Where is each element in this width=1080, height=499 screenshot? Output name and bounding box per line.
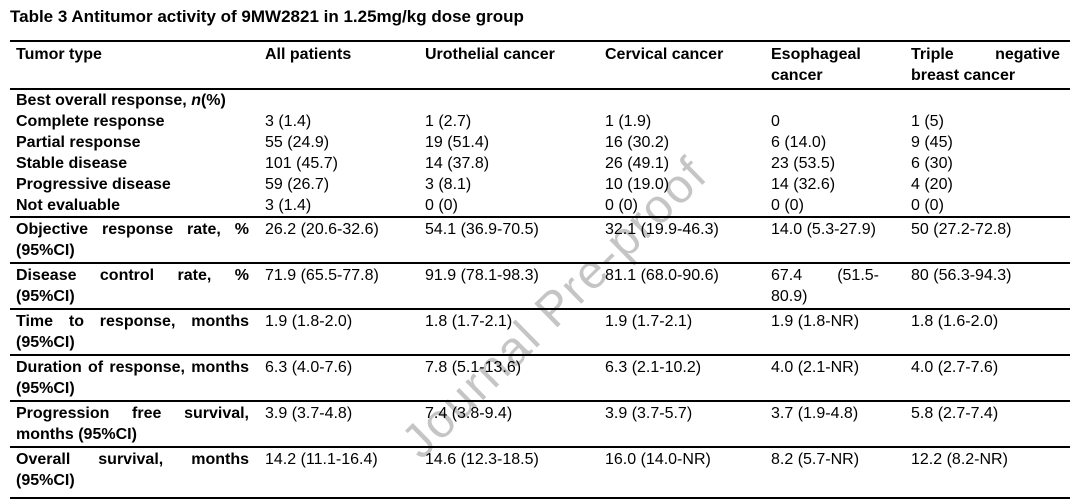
- table-row-overall-survival: Overall survival, months (95%CI) 14.2 (1…: [10, 447, 1070, 498]
- column-header-tnbc: Triple negative breast cancer: [911, 46, 1060, 84]
- table-row-objective-response-rate: Objective response rate, % (95%CI) 26.2 …: [10, 217, 1070, 263]
- table-row-complete-response: Complete response 3 (1.4) 1 (2.7) 1 (1.9…: [10, 111, 1070, 132]
- column-header-cervical-cancer: Cervical cancer: [605, 46, 724, 63]
- data-cell: 6.3 (4.0-7.6): [265, 359, 353, 376]
- data-cell: 16 (30.2): [605, 134, 670, 151]
- data-cell: 5.8 (2.7-7.4): [911, 405, 999, 422]
- row-label: Partial response: [16, 134, 141, 151]
- data-cell: 19 (51.4): [425, 134, 490, 151]
- data-cell: 4.0 (2.7-7.6): [911, 359, 999, 376]
- table-title: Table 3 Antitumor activity of 9MW2821 in…: [10, 7, 524, 26]
- data-cell: 3 (1.4): [265, 197, 312, 214]
- data-cell: 0: [771, 113, 780, 130]
- data-cell: 1.9 (1.8-NR): [771, 313, 860, 330]
- section-row-best-overall-response: Best overall response, n(%): [10, 89, 1070, 111]
- table-row-not-evaluable: Not evaluable 3 (1.4) 0 (0) 0 (0) 0 (0) …: [10, 195, 1070, 217]
- data-cell: 9 (45): [911, 134, 953, 151]
- data-cell: 7.4 (3.8-9.4): [425, 405, 513, 422]
- data-cell: 8.2 (5.7-NR): [771, 451, 860, 468]
- data-cell: 32.1 (19.9-46.3): [605, 221, 719, 238]
- data-cell: 1 (2.7): [425, 113, 472, 130]
- empty-cell: [599, 89, 765, 111]
- data-cell-wrapped-value: 67.4 (51.5-80.9): [771, 267, 879, 305]
- data-cell: 71.9 (65.5-77.8): [265, 267, 379, 284]
- data-cell: 1.9 (1.8-2.0): [265, 313, 353, 330]
- data-cell: 16.0 (14.0-NR): [605, 451, 711, 468]
- data-cell: 4 (20): [911, 176, 953, 193]
- data-cell: 0 (0): [605, 197, 638, 214]
- antitumor-activity-table: Tumor type All patients Urothelial cance…: [10, 40, 1070, 499]
- data-cell: 0 (0): [425, 197, 458, 214]
- data-cell: 14.0 (5.3-27.9): [771, 221, 876, 238]
- data-cell: 55 (24.9): [265, 134, 330, 151]
- table-row-partial-response: Partial response 55 (24.9) 19 (51.4) 16 …: [10, 132, 1070, 153]
- data-cell: 6 (14.0): [771, 134, 827, 151]
- empty-cell: [905, 89, 1070, 111]
- row-label: Duration of response, months (95%CI): [16, 359, 249, 397]
- table-row-time-to-response: Time to response, months (95%CI) 1.9 (1.…: [10, 309, 1070, 355]
- data-cell: 81.1 (68.0-90.6): [605, 267, 719, 284]
- data-cell: 4.0 (2.1-NR): [771, 359, 860, 376]
- data-cell: 14 (32.6): [771, 176, 836, 193]
- column-header-urothelial-cancer: Urothelial cancer: [425, 46, 555, 63]
- data-cell: 23 (53.5): [771, 155, 836, 172]
- data-cell: 0 (0): [771, 197, 804, 214]
- empty-cell: [259, 89, 419, 111]
- data-cell: 54.1 (36.9-70.5): [425, 221, 539, 238]
- row-label: Disease control rate, % (95%CI): [16, 267, 249, 305]
- row-label: Stable disease: [16, 155, 128, 172]
- data-cell: 3.7 (1.9-4.8): [771, 405, 859, 422]
- data-cell: 1.9 (1.7-2.1): [605, 313, 693, 330]
- table-row-progressive-disease: Progressive disease 59 (26.7) 3 (8.1) 10…: [10, 174, 1070, 195]
- section-label-text: Best overall response,: [16, 92, 192, 109]
- data-cell: 1 (1.9): [605, 113, 652, 130]
- data-cell: 91.9 (78.1-98.3): [425, 267, 539, 284]
- data-cell: 101 (45.7): [265, 155, 338, 172]
- data-cell: 10 (19.0): [605, 176, 670, 193]
- section-label-suffix: (%): [200, 92, 226, 109]
- table-row-stable-disease: Stable disease 101 (45.7) 14 (37.8) 26 (…: [10, 153, 1070, 174]
- column-header-esophageal-cancer: Esophageal cancer: [771, 46, 861, 84]
- data-cell: 14.6 (12.3-18.5): [425, 451, 539, 468]
- row-label: Complete response: [16, 113, 165, 130]
- data-cell: 3 (1.4): [265, 113, 312, 130]
- data-cell: 3 (8.1): [425, 176, 472, 193]
- table-row-disease-control-rate: Disease control rate, % (95%CI) 71.9 (65…: [10, 263, 1070, 309]
- data-cell: 3.9 (3.7-5.7): [605, 405, 693, 422]
- data-cell: 0 (0): [911, 197, 944, 214]
- data-cell: 59 (26.7): [265, 176, 330, 193]
- header-row: Tumor type All patients Urothelial cance…: [10, 41, 1070, 89]
- data-cell: 1.8 (1.7-2.1): [425, 313, 513, 330]
- row-label: Not evaluable: [16, 197, 121, 214]
- row-label: Objective response rate, % (95%CI): [16, 221, 249, 259]
- data-cell: 67.4 (51.5-80.9): [765, 263, 905, 309]
- section-label-italic-n: n: [191, 92, 201, 109]
- row-label: Progression free survival, months (95%CI…: [16, 405, 249, 443]
- table-row-progression-free-survival: Progression free survival, months (95%CI…: [10, 401, 1070, 447]
- data-cell: 50 (27.2-72.8): [911, 221, 1012, 238]
- section-header-label: Best overall response, n(%): [10, 89, 259, 111]
- data-cell: 80 (56.3-94.3): [911, 267, 1012, 284]
- empty-cell: [419, 89, 599, 111]
- data-cell: 14 (37.8): [425, 155, 490, 172]
- data-cell: 1 (5): [911, 113, 944, 130]
- data-cell: 26 (49.1): [605, 155, 670, 172]
- data-cell: 7.8 (5.1-13.6): [425, 359, 522, 376]
- column-header-tumor-type: Tumor type: [16, 46, 102, 63]
- data-cell: 12.2 (8.2-NR): [911, 451, 1008, 468]
- empty-cell: [765, 89, 905, 111]
- data-cell: 6.3 (2.1-10.2): [605, 359, 702, 376]
- row-label: Overall survival, months (95%CI): [16, 451, 249, 489]
- table-row-duration-of-response: Duration of response, months (95%CI) 6.3…: [10, 355, 1070, 401]
- data-cell: 1.8 (1.6-2.0): [911, 313, 999, 330]
- row-label: Time to response, months (95%CI): [16, 313, 249, 351]
- data-cell: 14.2 (11.1-16.4): [265, 451, 378, 468]
- column-header-all-patients: All patients: [265, 46, 352, 63]
- data-cell: 3.9 (3.7-4.8): [265, 405, 353, 422]
- row-label: Progressive disease: [16, 176, 171, 193]
- data-cell: 6 (30): [911, 155, 953, 172]
- data-cell: 26.2 (20.6-32.6): [265, 221, 379, 238]
